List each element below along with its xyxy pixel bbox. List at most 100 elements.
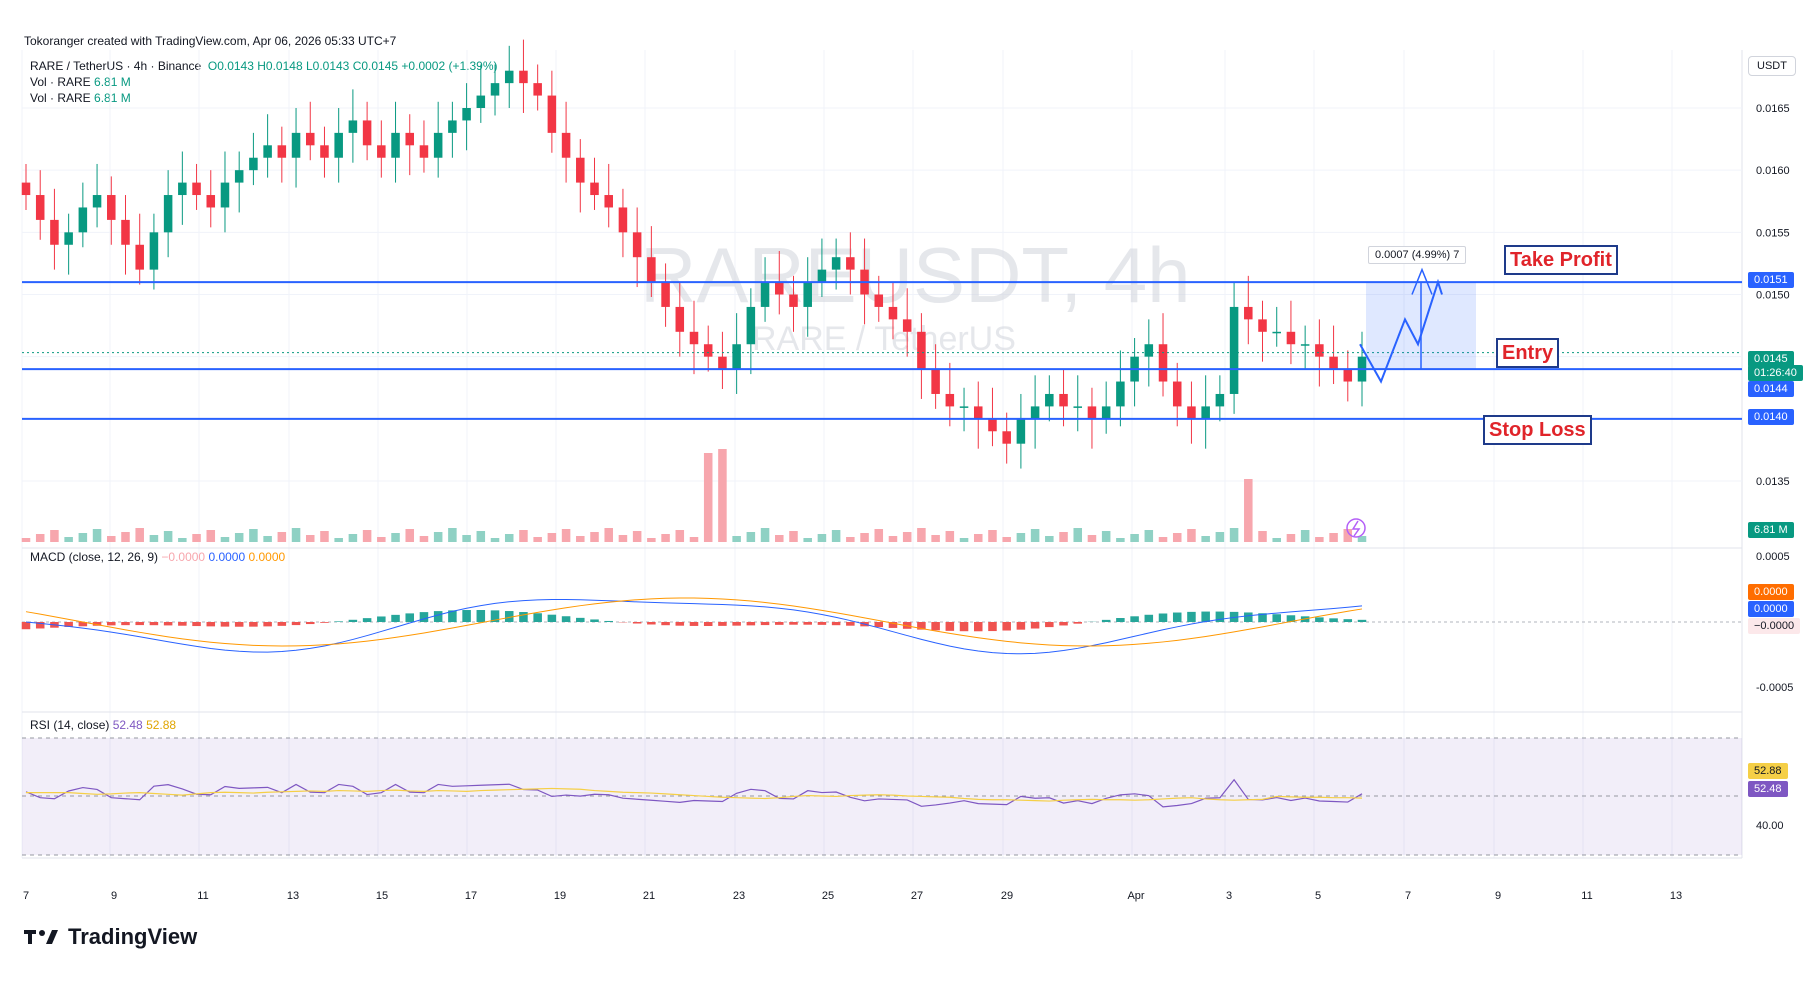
candle-body-79 <box>1144 344 1154 357</box>
macd-hist-bar-77 <box>1116 618 1125 622</box>
macd-hist-bar-28 <box>419 612 429 622</box>
volume-bar-81 <box>1172 533 1182 542</box>
macd-hist-bar-55 <box>803 622 812 625</box>
macd-hist-bar-78 <box>1130 616 1139 622</box>
volume-tag: 6.81 M <box>1748 522 1794 538</box>
macd-tag-c: −0.0000 <box>1748 618 1801 634</box>
lightning-icon-bolt <box>1351 520 1361 537</box>
candle-body-23 <box>348 120 358 133</box>
candle-body-83 <box>1201 406 1210 419</box>
candle-body-24 <box>362 120 372 146</box>
x-tick-8: 23 <box>733 890 745 902</box>
macd-hist-bar-24 <box>362 618 372 622</box>
volume-bar-27 <box>405 529 415 542</box>
volume-bar-74 <box>1073 528 1083 542</box>
volume-bar-3 <box>64 537 73 542</box>
candle-body-38 <box>561 132 571 158</box>
candle-body-67 <box>973 406 983 419</box>
volume-bar-51 <box>746 532 756 542</box>
macd-hist-bar-93 <box>1343 619 1353 622</box>
candle-body-30 <box>448 120 457 133</box>
vol-label-2[interactable]: Vol · RARE <box>30 91 91 105</box>
vol-label-1[interactable]: Vol · RARE <box>30 75 91 89</box>
volume-bar-82 <box>1187 529 1196 542</box>
tradingview-logo[interactable]: TradingView <box>24 924 197 950</box>
volume-bar-18 <box>277 532 287 542</box>
volume-bar-24 <box>362 530 372 542</box>
candle-body-35 <box>519 70 528 84</box>
macd-hist-bar-5 <box>92 622 102 626</box>
macd-hist-bar-50 <box>732 622 741 626</box>
macd-hist-bar-38 <box>561 616 571 622</box>
price-tick-6: 0.0135 <box>1756 476 1790 488</box>
rsi-legend: RSI (14, close) 52.48 52.88 <box>30 718 176 732</box>
volume-bar-69 <box>1002 537 1011 542</box>
candle-body-92 <box>1329 356 1338 370</box>
x-tick-9: 25 <box>822 890 834 902</box>
candle-body-72 <box>1045 393 1054 407</box>
x-tick-18: 13 <box>1670 890 1682 902</box>
currency-button[interactable]: USDT <box>1748 56 1796 76</box>
volume-bar-0 <box>21 538 31 542</box>
macd-hist-bar-3 <box>64 622 73 627</box>
candle-body-42 <box>618 207 628 233</box>
volume-bar-32 <box>476 531 486 542</box>
candle-body-5 <box>92 195 102 208</box>
macd-hist-bar-36 <box>533 613 542 622</box>
macd-hist-bar-6 <box>107 622 116 626</box>
volume-bar-16 <box>249 529 258 542</box>
volume-bar-42 <box>618 535 628 542</box>
volume-bar-76 <box>1101 531 1111 542</box>
volume-bar-15 <box>234 533 244 542</box>
symbol-label[interactable]: RARE / TetherUS · 4h · Binance <box>30 59 202 73</box>
volume-bar-41 <box>604 528 613 542</box>
macd-hist-bar-8 <box>135 622 144 626</box>
candle-body-63 <box>917 331 926 370</box>
candle-body-27 <box>405 132 415 146</box>
macd-label[interactable]: MACD (close, 12, 26, 9) <box>30 550 159 564</box>
candles <box>21 39 1367 542</box>
volume-bar-4 <box>78 533 88 542</box>
change-value: +0.0002 (+1.39%) <box>401 59 498 73</box>
price-tick-3: 0.0150 <box>1756 290 1790 302</box>
volume-bar-84 <box>1215 532 1225 542</box>
volume-bar-48 <box>703 453 713 542</box>
candle-body-54 <box>789 294 798 307</box>
volume-bar-58 <box>846 537 855 542</box>
volume-bar-83 <box>1201 536 1210 542</box>
candle-body-34 <box>504 70 514 84</box>
volume-bar-34 <box>504 534 514 542</box>
open-value: O0.0143 <box>207 59 254 73</box>
watermark-name: RARE / TetherUS <box>752 320 1016 358</box>
attribution: Tokoranger created with TradingView.com,… <box>24 34 397 48</box>
volume-bar-75 <box>1087 535 1097 542</box>
volume-bar-6 <box>107 536 116 542</box>
volume-bar-29 <box>433 532 443 542</box>
macd-hist-bar-82 <box>1187 611 1196 622</box>
x-tick-7: 21 <box>643 890 655 902</box>
macd-hist-bar-87 <box>1258 613 1267 622</box>
macd-hist-bar-72 <box>1045 622 1054 628</box>
volume-bar-52 <box>760 528 770 542</box>
macd-hist-bar-79 <box>1144 614 1154 622</box>
rsi-value: 52.48 <box>112 718 143 732</box>
x-tick-17: 11 <box>1581 890 1592 902</box>
macd-hist-bar-9 <box>149 622 159 626</box>
volume-bar-55 <box>803 538 812 542</box>
volume-bar-54 <box>789 531 798 542</box>
candle-body-75 <box>1087 406 1097 419</box>
candle-body-69 <box>1002 431 1011 444</box>
candle-body-26 <box>391 132 400 158</box>
volume-bar-44 <box>647 538 656 542</box>
rsi-label[interactable]: RSI (14, close) <box>30 718 110 732</box>
measure-arrowhead <box>1411 267 1433 295</box>
volume-bar-12 <box>192 534 201 542</box>
volume-bar-60 <box>874 529 884 542</box>
macd-hist-bar-26 <box>391 614 400 622</box>
x-tick-13: 3 <box>1226 890 1232 902</box>
candle-body-28 <box>419 145 429 158</box>
brand-name: TradingView <box>68 924 198 949</box>
candle-body-6 <box>107 195 116 220</box>
close-value: C0.0145 <box>352 59 399 73</box>
